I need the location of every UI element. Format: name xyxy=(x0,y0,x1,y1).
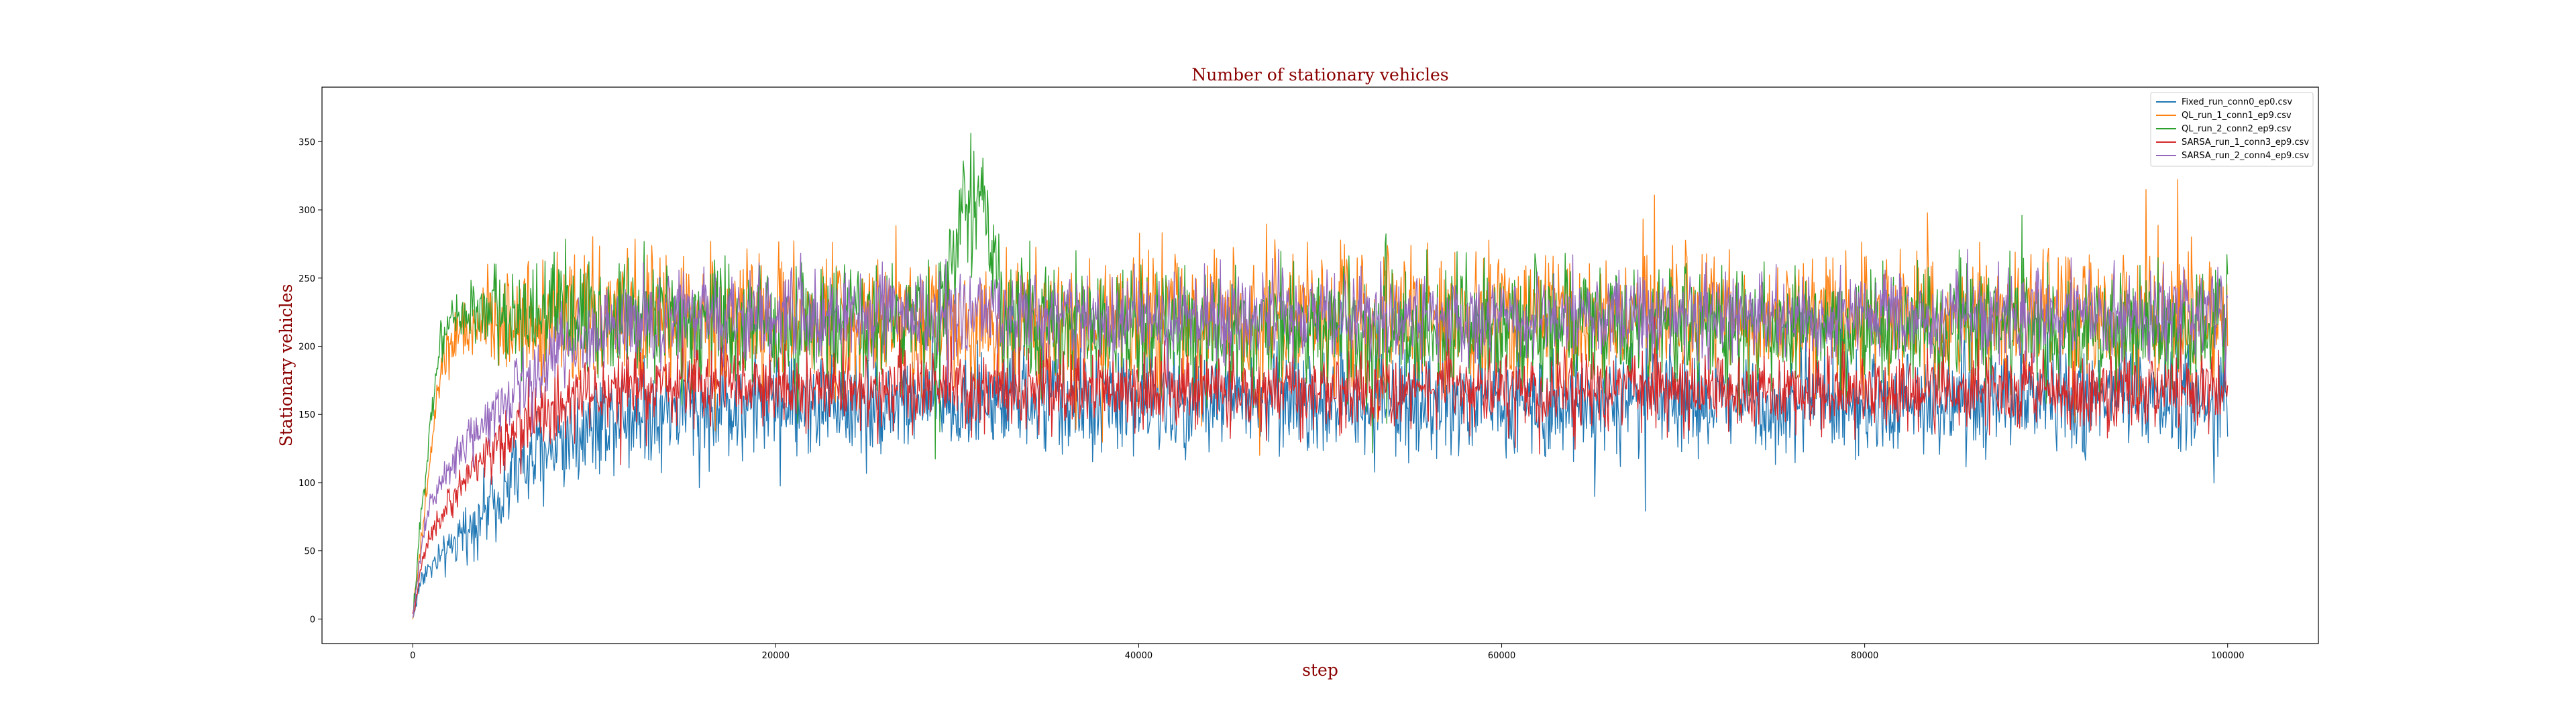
x-tick-label: 60000 xyxy=(1488,651,1515,661)
legend-entry: SARSA_run_2_conn4_ep9.csv xyxy=(2182,151,2309,161)
x-tick-label: 40000 xyxy=(1125,651,1152,661)
x-axis-ticks: 0 20000 40000 60000 80000 100000 xyxy=(410,644,2245,661)
plot-lines xyxy=(412,132,2229,619)
series-line xyxy=(412,249,2229,618)
x-tick-label: 100000 xyxy=(2211,651,2245,661)
y-tick-label: 50 xyxy=(304,547,315,557)
legend-entry: QL_run_1_conn1_ep9.csv xyxy=(2182,111,2292,121)
y-axis-label: Stationary vehicles xyxy=(276,284,296,447)
series-line xyxy=(412,316,2229,614)
y-tick-label: 350 xyxy=(299,137,315,147)
legend-entry: QL_run_2_conn2_ep9.csv xyxy=(2182,124,2292,134)
y-axis-ticks: 0 50 100 150 200 250 300 350 xyxy=(299,137,322,625)
y-tick-label: 200 xyxy=(299,343,315,353)
chart-title: Number of stationary vehicles xyxy=(1191,65,1448,84)
x-tick-label: 80000 xyxy=(1851,651,1878,661)
y-tick-label: 150 xyxy=(299,410,315,420)
x-tick-label: 0 xyxy=(410,651,415,661)
legend: Fixed_run_conn0_ep0.csv QL_run_1_conn1_ep… xyxy=(2150,92,2314,167)
plot-frame xyxy=(321,86,2319,644)
y-tick-label: 100 xyxy=(299,479,315,489)
y-tick-label: 250 xyxy=(299,274,315,284)
legend-entry: Fixed_run_conn0_ep0.csv xyxy=(2182,97,2292,107)
legend-box xyxy=(2150,92,2314,167)
y-tick-label: 0 xyxy=(310,615,315,625)
y-tick-label: 300 xyxy=(299,206,315,216)
x-tick-label: 20000 xyxy=(762,651,790,661)
legend-entry: SARSA_run_1_conn3_ep9.csv xyxy=(2182,137,2309,147)
x-axis-label: step xyxy=(1302,660,1338,680)
